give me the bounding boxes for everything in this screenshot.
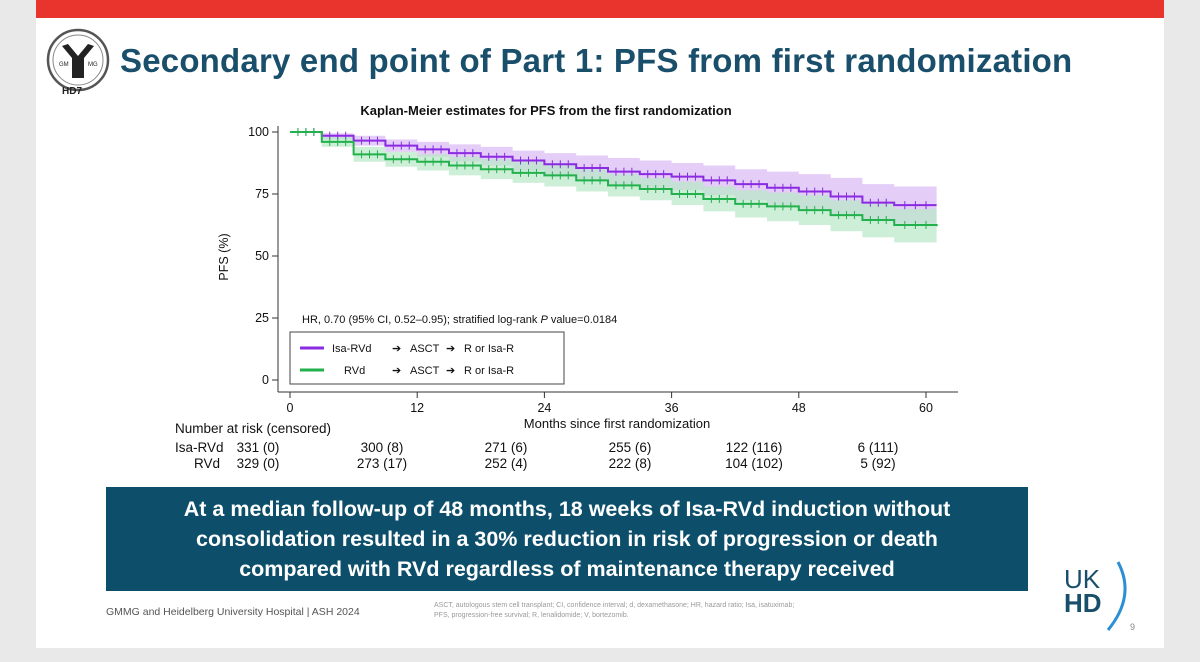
legend: Isa-RVd ➔ ASCT ➔ R or Isa-R RVd ➔ ASCT ➔… (289, 331, 565, 385)
risk-row-label: RVd (194, 456, 221, 471)
legend-step-asct: ASCT (410, 365, 440, 377)
y-axis-label: PFS (%) (217, 233, 231, 280)
x-tick-label: 48 (792, 401, 806, 415)
chart-title: Kaplan-Meier estimates for PFS from the … (360, 103, 731, 118)
y-tick-label: 75 (255, 187, 269, 201)
logo-ring-text-left: GM (59, 62, 69, 68)
gmmg-logo-icon: GM MG (46, 28, 110, 92)
risk-cell: 331 (0) (236, 440, 280, 455)
x-tick-label: 24 (537, 401, 551, 415)
risk-cell: 300 (8) (360, 440, 404, 455)
y-tick-label: 100 (248, 125, 269, 139)
footnote: ASCT, autologous stem cell transplant; C… (434, 601, 934, 621)
legend-label-isa-rvd: Isa-RVd (332, 343, 372, 355)
banner-line: consolidation resulted in a 30% reductio… (196, 527, 938, 551)
x-tick-label: 12 (410, 401, 424, 415)
hr-annotation-value: value=0.0184 (548, 314, 617, 326)
risk-cell: 329 (0) (236, 456, 280, 471)
km-chart: Kaplan-Meier estimates for PFS from the … (217, 103, 958, 431)
x-tick-label: 0 (287, 401, 294, 415)
slide-title: Secondary end point of Part 1: PFS from … (120, 42, 1073, 79)
y-tick-label: 0 (262, 373, 269, 387)
legend-arrow-icon: ➔ (392, 343, 401, 355)
top-accent-bar (36, 0, 1164, 18)
legend-label-rvd: RVd (344, 365, 365, 377)
km-curve-rvd (290, 131, 938, 227)
risk-cell: 252 (4) (484, 456, 528, 471)
hr-annotation-p: P (540, 314, 548, 326)
ukhd-logo-icon: UK HD (1064, 561, 1127, 631)
legend-arrow-icon: ➔ (446, 343, 455, 355)
logo-ring-text-right: MG (88, 62, 98, 68)
ci-band-rvd (290, 132, 937, 244)
risk-table-heading: Number at risk (censored) (175, 421, 332, 436)
conclusion-banner: At a median follow-up of 48 months, 18 w… (106, 487, 1028, 591)
y-tick-label: 50 (255, 249, 269, 263)
risk-cell: 273 (17) (356, 456, 408, 471)
banner-line: At a median follow-up of 48 months, 18 w… (183, 497, 951, 521)
hr-annotation-text: HR, 0.70 (95% CI, 0.52–0.95); stratified… (302, 314, 540, 326)
logo-caption: HD7 (62, 86, 83, 97)
banner-line: compared with RVd regardless of maintena… (239, 557, 895, 581)
risk-row-label: Isa-RVd (175, 440, 224, 455)
risk-cell: 5 (92) (860, 456, 896, 471)
legend-arrow-icon: ➔ (446, 365, 455, 377)
ukhd-logo-top: UK (1064, 564, 1101, 594)
legend-arrow-icon: ➔ (392, 365, 401, 377)
risk-cell: 255 (6) (608, 440, 652, 455)
risk-cell: 122 (116) (725, 440, 783, 455)
hr-annotation: HR, 0.70 (95% CI, 0.52–0.95); stratified… (302, 314, 617, 326)
legend-step-asct: ASCT (410, 343, 440, 355)
risk-cell: 222 (8) (608, 456, 652, 471)
legend-step-maintenance: R or Isa-R (464, 343, 514, 355)
ukhd-logo-bottom: HD (1064, 588, 1102, 618)
legend-box (289, 331, 565, 385)
plot-area: 0 25 50 75 100 0 12 24 36 48 60 (248, 125, 958, 415)
y-tick-label: 25 (255, 311, 269, 325)
risk-cell: 271 (6) (484, 440, 528, 455)
risk-cell: 6 (111) (857, 440, 899, 455)
footer-source: GMMG and Heidelberg University Hospital … (106, 606, 360, 618)
x-axis-label: Months since first randomization (524, 416, 710, 431)
x-tick-label: 36 (665, 401, 679, 415)
footnote-line: ASCT, autologous stem cell transplant; C… (434, 602, 795, 609)
legend-step-maintenance: R or Isa-R (464, 365, 514, 377)
x-tick-label: 60 (919, 401, 933, 415)
page-number: 9 (1130, 622, 1136, 632)
slide: GM MG HD7 Secondary end point of Part 1:… (36, 0, 1164, 648)
risk-cell: 104 (102) (725, 456, 783, 471)
footnote-line: PFS, progression-free survival; R, lenal… (434, 612, 629, 619)
